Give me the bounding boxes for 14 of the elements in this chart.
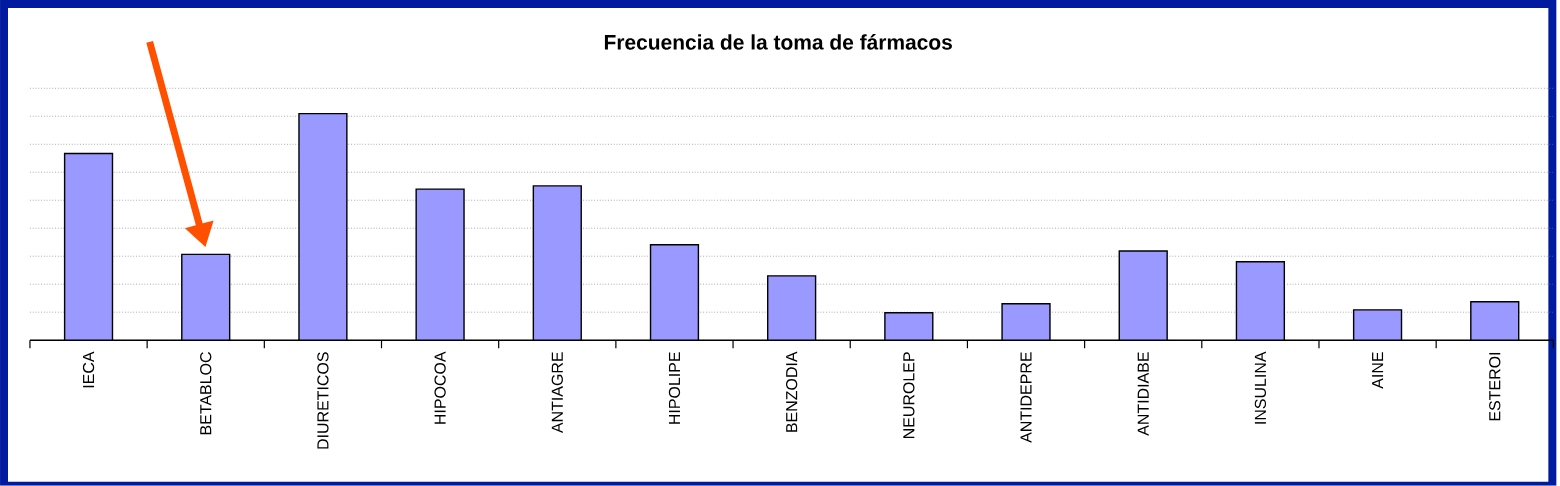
x-tick-label: ANTIDIABE [1137,352,1149,436]
x-tick-label: NEUROLEP [903,352,915,439]
x-tick-label: HIPOCOA [434,351,446,424]
x-tick-label: INSULINA [1254,351,1267,424]
x-tick-label: AINE [1372,352,1384,389]
x-tick-label: IECA [82,351,95,388]
x-tick-label: HIPOLIPE [668,352,681,424]
chart-title: Frecuencia de la toma de fármacos [604,34,952,50]
x-tick-label: ESTEROI [1489,353,1501,421]
x-tick-label: BETABLOC [200,352,212,435]
x-tick-label: DIURETICOS [317,352,329,449]
x-tick-label: ANTIDEPRE [1020,352,1032,443]
x-tick-label: ANTIAGRE [551,352,563,434]
x-tick-label: BENZODIA [786,351,798,432]
